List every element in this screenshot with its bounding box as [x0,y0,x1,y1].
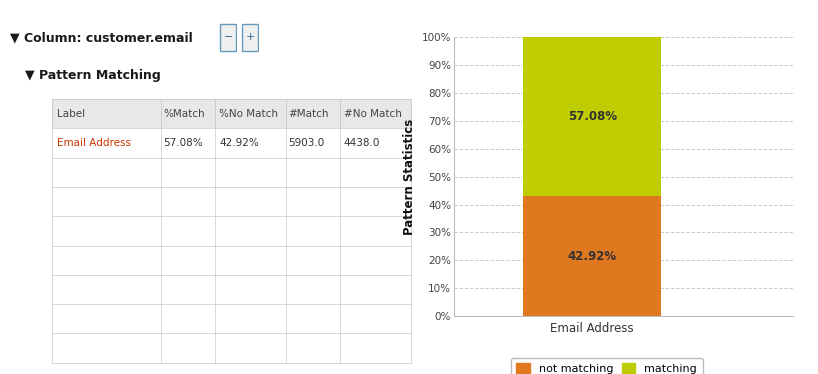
Text: #Match: #Match [289,109,329,119]
Text: 5903.0: 5903.0 [289,138,325,148]
Text: %No Match: %No Match [219,109,278,119]
Text: Label: Label [57,109,85,119]
Text: −: − [223,33,233,42]
Text: 42.92%: 42.92% [219,138,258,148]
Text: %Match: %Match [164,109,205,119]
Text: ▼ Pattern Matching: ▼ Pattern Matching [25,69,160,82]
Y-axis label: Pattern Statistics: Pattern Statistics [403,119,416,235]
Text: Email Address: Email Address [57,138,131,148]
Bar [220,24,236,51]
Text: +: + [245,33,255,42]
Text: 4438.0: 4438.0 [344,138,380,148]
Text: 42.92%: 42.92% [568,250,617,263]
Text: #No Match: #No Match [344,109,402,119]
Text: ▼ Column: customer.email: ▼ Column: customer.email [10,32,192,45]
Text: 57.08%: 57.08% [568,110,617,123]
Text: 57.08%: 57.08% [164,138,203,148]
Bar [242,24,258,51]
Bar [524,196,662,316]
Bar [524,37,662,196]
Legend: not matching, matching: not matching, matching [511,358,703,374]
